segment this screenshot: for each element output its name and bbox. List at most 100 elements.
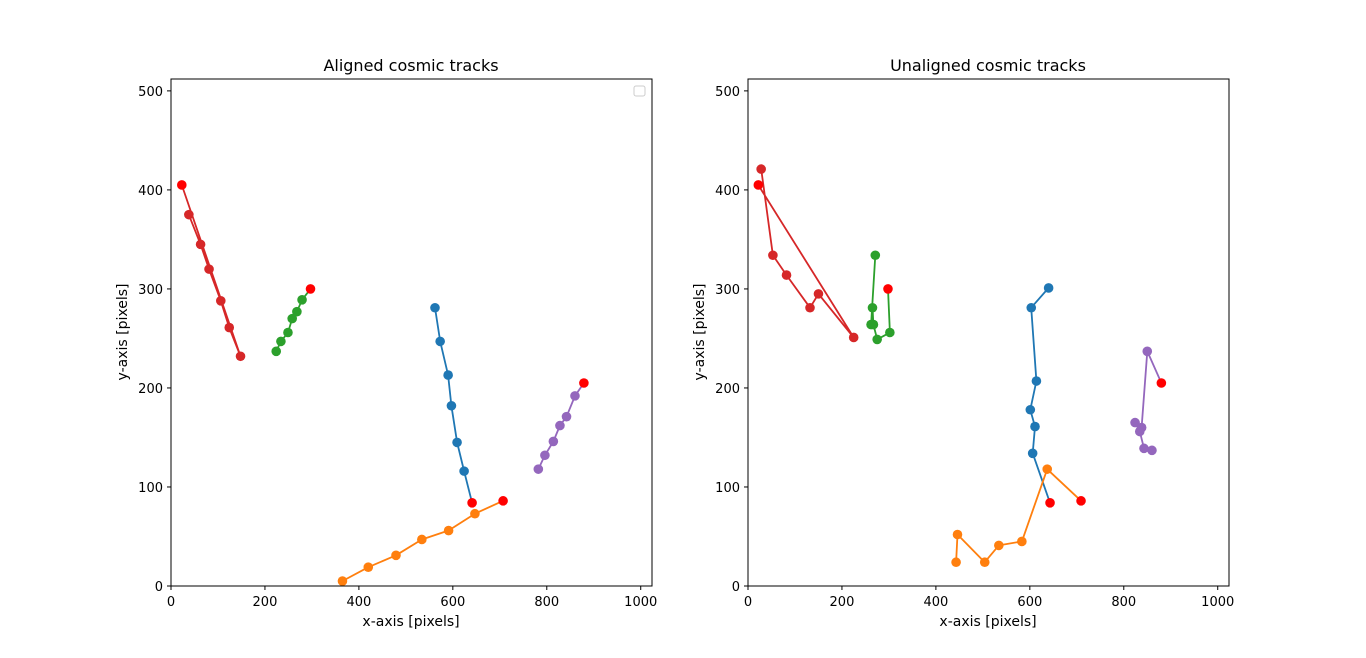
data-point xyxy=(297,295,307,305)
y-tick-label: 0 xyxy=(732,580,740,595)
data-point xyxy=(1130,417,1140,428)
x-axis-label: x-axis [pixels] xyxy=(362,614,459,630)
data-point xyxy=(868,319,879,330)
y-tick-label: 200 xyxy=(715,382,740,397)
data-point xyxy=(195,239,206,250)
data-point xyxy=(885,327,895,338)
track-endpoint-point xyxy=(579,378,589,388)
data-point xyxy=(283,327,293,338)
y-tick-label: 300 xyxy=(138,283,163,298)
axes-frame xyxy=(170,78,653,587)
data-point xyxy=(287,313,297,324)
data-point xyxy=(391,550,401,561)
data-point xyxy=(979,557,990,568)
data-point xyxy=(952,529,963,540)
data-point xyxy=(1136,422,1147,433)
data-point xyxy=(417,534,427,545)
data-point xyxy=(848,332,859,343)
data-point xyxy=(271,346,282,357)
y-tick-label: 400 xyxy=(715,184,740,199)
data-point xyxy=(813,289,824,299)
data-point xyxy=(1030,421,1040,432)
data-point xyxy=(805,302,815,313)
data-point xyxy=(1026,302,1037,313)
data-point xyxy=(570,391,580,401)
y-tick-label: 400 xyxy=(138,184,163,199)
data-point xyxy=(446,400,457,411)
empty-legend-box xyxy=(633,85,646,97)
y-tick-label: 100 xyxy=(715,481,740,496)
track-endpoint-point xyxy=(1156,378,1167,388)
y-tick-label: 500 xyxy=(138,85,163,100)
data-point xyxy=(430,302,440,313)
data-point xyxy=(204,264,214,274)
x-tick-label: 0 xyxy=(744,595,752,610)
data-point xyxy=(470,508,480,519)
track-endpoint-point xyxy=(305,284,316,294)
y-tick-label: 100 xyxy=(138,481,163,496)
data-point xyxy=(443,370,453,380)
data-point xyxy=(363,562,374,572)
track-endpoint-point xyxy=(498,496,508,506)
track-endpoint-point xyxy=(1045,498,1055,508)
data-point xyxy=(555,420,565,431)
y-axis-label: y-axis [pixels] xyxy=(692,284,708,381)
data-point xyxy=(459,466,469,476)
data-point xyxy=(756,164,766,174)
data-point xyxy=(443,525,454,536)
data-point xyxy=(1139,443,1149,454)
data-point xyxy=(994,540,1004,551)
x-tick-label: 600 xyxy=(440,595,465,610)
data-point xyxy=(276,336,286,347)
chart-title: Aligned cosmic tracks xyxy=(323,56,498,75)
data-point xyxy=(184,209,194,220)
x-tick-label: 800 xyxy=(1111,595,1136,610)
x-tick-label: 1000 xyxy=(1201,595,1234,610)
data-point xyxy=(548,436,559,447)
data-point xyxy=(781,270,792,280)
data-point xyxy=(337,576,348,586)
x-axis-label: x-axis [pixels] xyxy=(939,614,1036,630)
y-tick-label: 0 xyxy=(155,580,163,595)
data-point xyxy=(872,334,882,345)
data-point xyxy=(1147,445,1157,456)
data-point xyxy=(1031,376,1042,386)
data-point xyxy=(533,464,544,474)
data-point xyxy=(1027,448,1038,459)
x-tick-label: 400 xyxy=(346,595,371,610)
data-point xyxy=(235,351,246,362)
unaligned-tracks-panel: Unaligned cosmic tracks x-axis [pixels] … xyxy=(692,56,1234,630)
y-tick-label: 200 xyxy=(138,382,163,397)
x-tick-label: 200 xyxy=(253,595,278,610)
data-point xyxy=(870,250,881,261)
data-point xyxy=(215,296,226,306)
x-tick-label: 0 xyxy=(167,595,175,610)
track-endpoint-point xyxy=(467,498,477,508)
data-point xyxy=(768,250,778,261)
data-point xyxy=(1142,346,1153,357)
chart-title: Unaligned cosmic tracks xyxy=(890,56,1086,75)
data-point xyxy=(435,336,445,347)
track-endpoint-point xyxy=(177,180,187,190)
x-tick-label: 1000 xyxy=(624,595,657,610)
data-point xyxy=(224,322,235,333)
y-axis-label: y-axis [pixels] xyxy=(115,284,131,381)
y-tick-label: 300 xyxy=(715,283,740,298)
track-endpoint-point xyxy=(883,284,893,294)
series-line-1 xyxy=(955,468,1082,564)
track-endpoint-point xyxy=(1076,496,1086,506)
data-point xyxy=(452,437,462,448)
x-tick-label: 400 xyxy=(923,595,948,610)
aligned-tracks-panel: Aligned cosmic tracks x-axis [pixels] y-… xyxy=(115,56,657,630)
x-tick-label: 800 xyxy=(534,595,559,610)
data-point xyxy=(1025,404,1036,415)
data-point xyxy=(1042,464,1053,474)
data-point xyxy=(951,557,961,568)
x-tick-label: 200 xyxy=(830,595,855,610)
data-point xyxy=(540,450,550,461)
data-point xyxy=(292,306,302,317)
track-endpoint-point xyxy=(753,180,764,190)
y-tick-label: 500 xyxy=(715,85,740,100)
data-point xyxy=(867,302,878,313)
